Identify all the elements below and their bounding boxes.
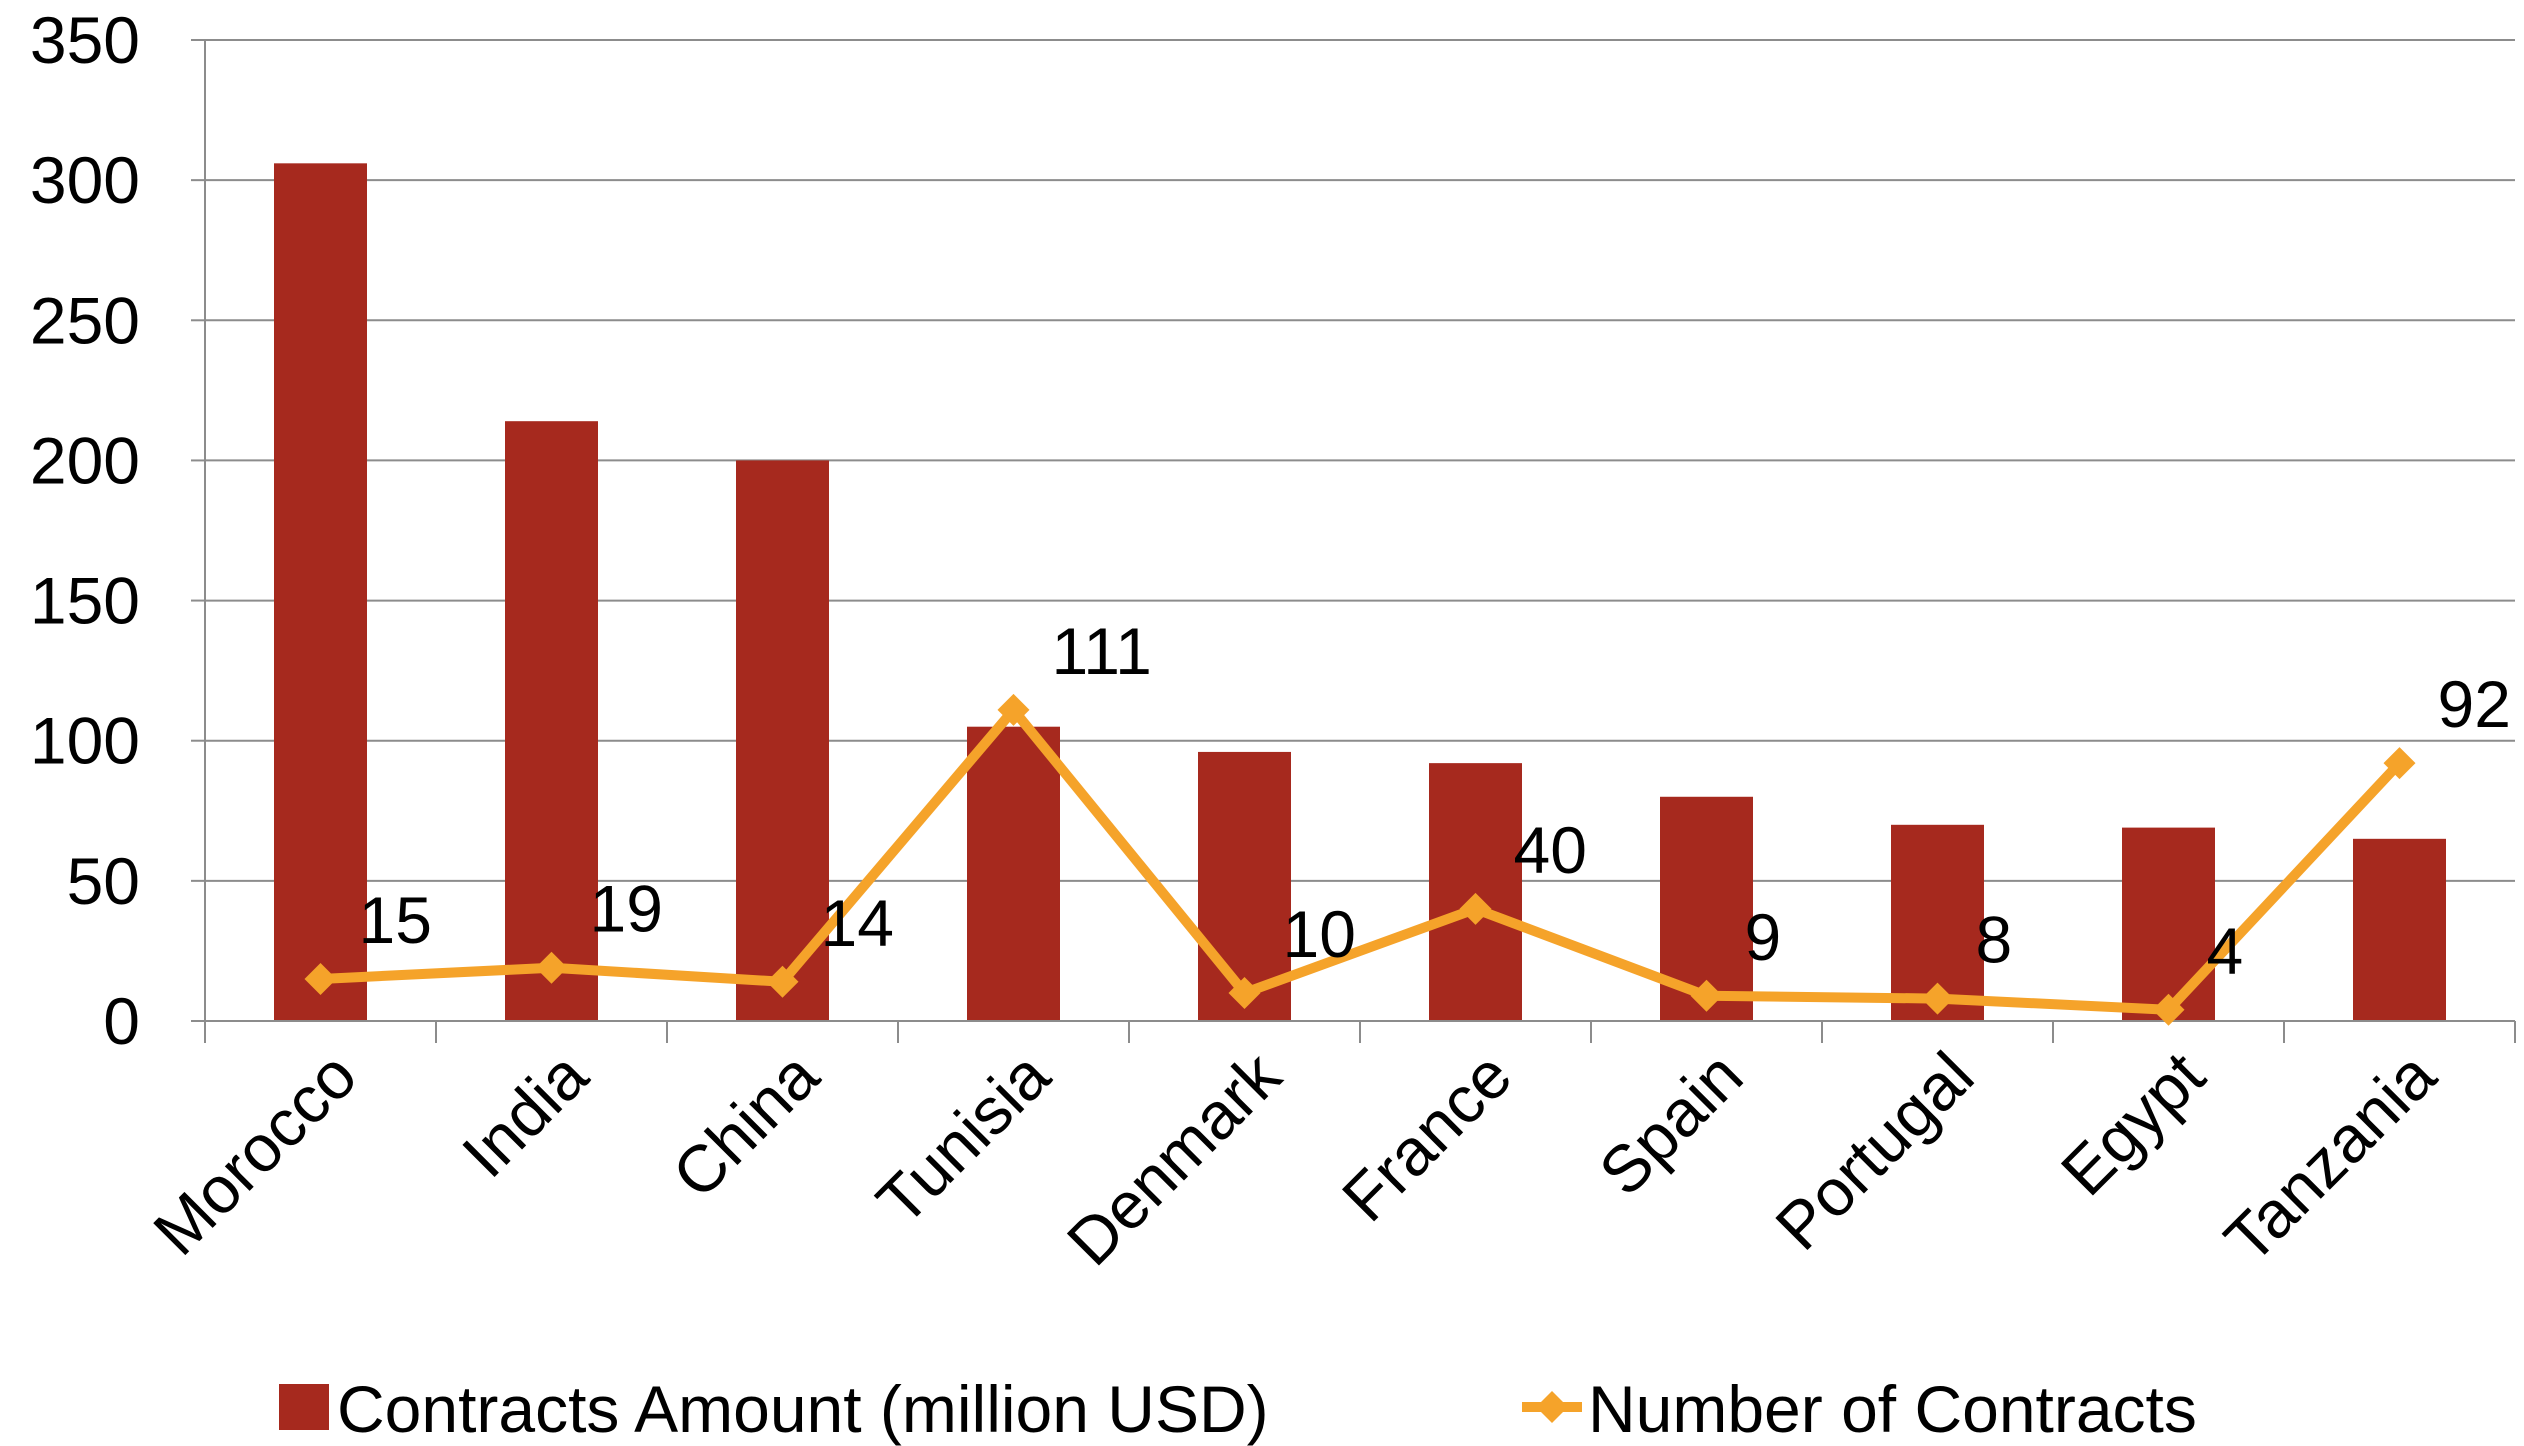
legend-swatch-marker-number-of-contracts [1536,1391,1568,1423]
bar-china [736,460,829,1021]
y-tick-label: 300 [30,143,140,217]
marker-portugal [1921,982,1954,1015]
x-tick-label-tanzania: Tanzania [2210,1037,2449,1276]
marker-tunisia [997,693,1030,726]
x-tick-label-spain: Spain [1585,1038,1757,1210]
data-label-tunisia: 111 [1052,614,1152,688]
x-tick-label-denmark: Denmark [1053,1037,1295,1279]
bar-denmark [1198,751,1291,1021]
marker-egypt [2152,993,2185,1026]
y-axis-ticks: 0 50 100 150 200 250 300 350 [30,3,205,1058]
data-label-france: 40 [1514,813,1587,887]
x-tick-label-tunisia: Tunisia [862,1037,1063,1238]
marker-tanzania [2383,747,2416,780]
y-tick-label: 150 [30,564,140,638]
data-labels: 15 19 14 111 10 40 9 8 4 92 [359,614,2511,988]
marker-india [535,951,568,984]
bar-tunisia [967,726,1060,1021]
data-label-spain: 9 [1745,900,1782,974]
y-tick-label: 100 [30,704,140,778]
legend: Contracts Amount (million USD) Number of… [279,1372,2197,1446]
legend-swatch-contracts-amount [279,1384,329,1430]
data-label-tanzania: 92 [2438,667,2511,741]
x-tick-label-egypt: Egypt [2047,1038,2219,1210]
axes [204,40,2516,1043]
data-label-egypt: 4 [2207,914,2244,988]
y-tick-label: 0 [103,984,140,1058]
marker-france [1459,892,1492,925]
data-label-china: 14 [821,886,894,960]
x-tick-label-morocco: Morocco [139,1038,370,1269]
line-number-of-contracts [320,704,2404,1015]
data-label-portugal: 8 [1976,903,2013,977]
legend-label-contracts-amount: Contracts Amount (million USD) [337,1372,1269,1446]
x-tick-label-china: China [658,1037,832,1211]
bar-egypt [2122,827,2215,1021]
x-tick-label-portugal: Portugal [1761,1038,1987,1264]
x-tick-label-india: India [448,1037,602,1191]
line-series [304,693,2416,1026]
y-tick-label: 250 [30,283,140,357]
bar-morocco [274,163,367,1022]
marker-denmark [1228,976,1261,1009]
marker-spain [1690,979,1723,1012]
data-label-denmark: 10 [1283,897,1356,971]
marker-china [766,965,799,998]
legend-label-number-of-contracts: Number of Contracts [1588,1372,2197,1446]
y-tick-label: 50 [67,844,140,918]
y-tick-label: 350 [30,3,140,77]
data-label-morocco: 15 [359,883,432,957]
y-tick-label: 200 [30,423,140,497]
bar-india [505,421,598,1021]
data-label-india: 19 [590,872,663,946]
x-tick-label-france: France [1328,1038,1526,1236]
marker-morocco [304,962,337,995]
bar-tanzania [2353,838,2446,1021]
bar-france [1429,763,1522,1021]
